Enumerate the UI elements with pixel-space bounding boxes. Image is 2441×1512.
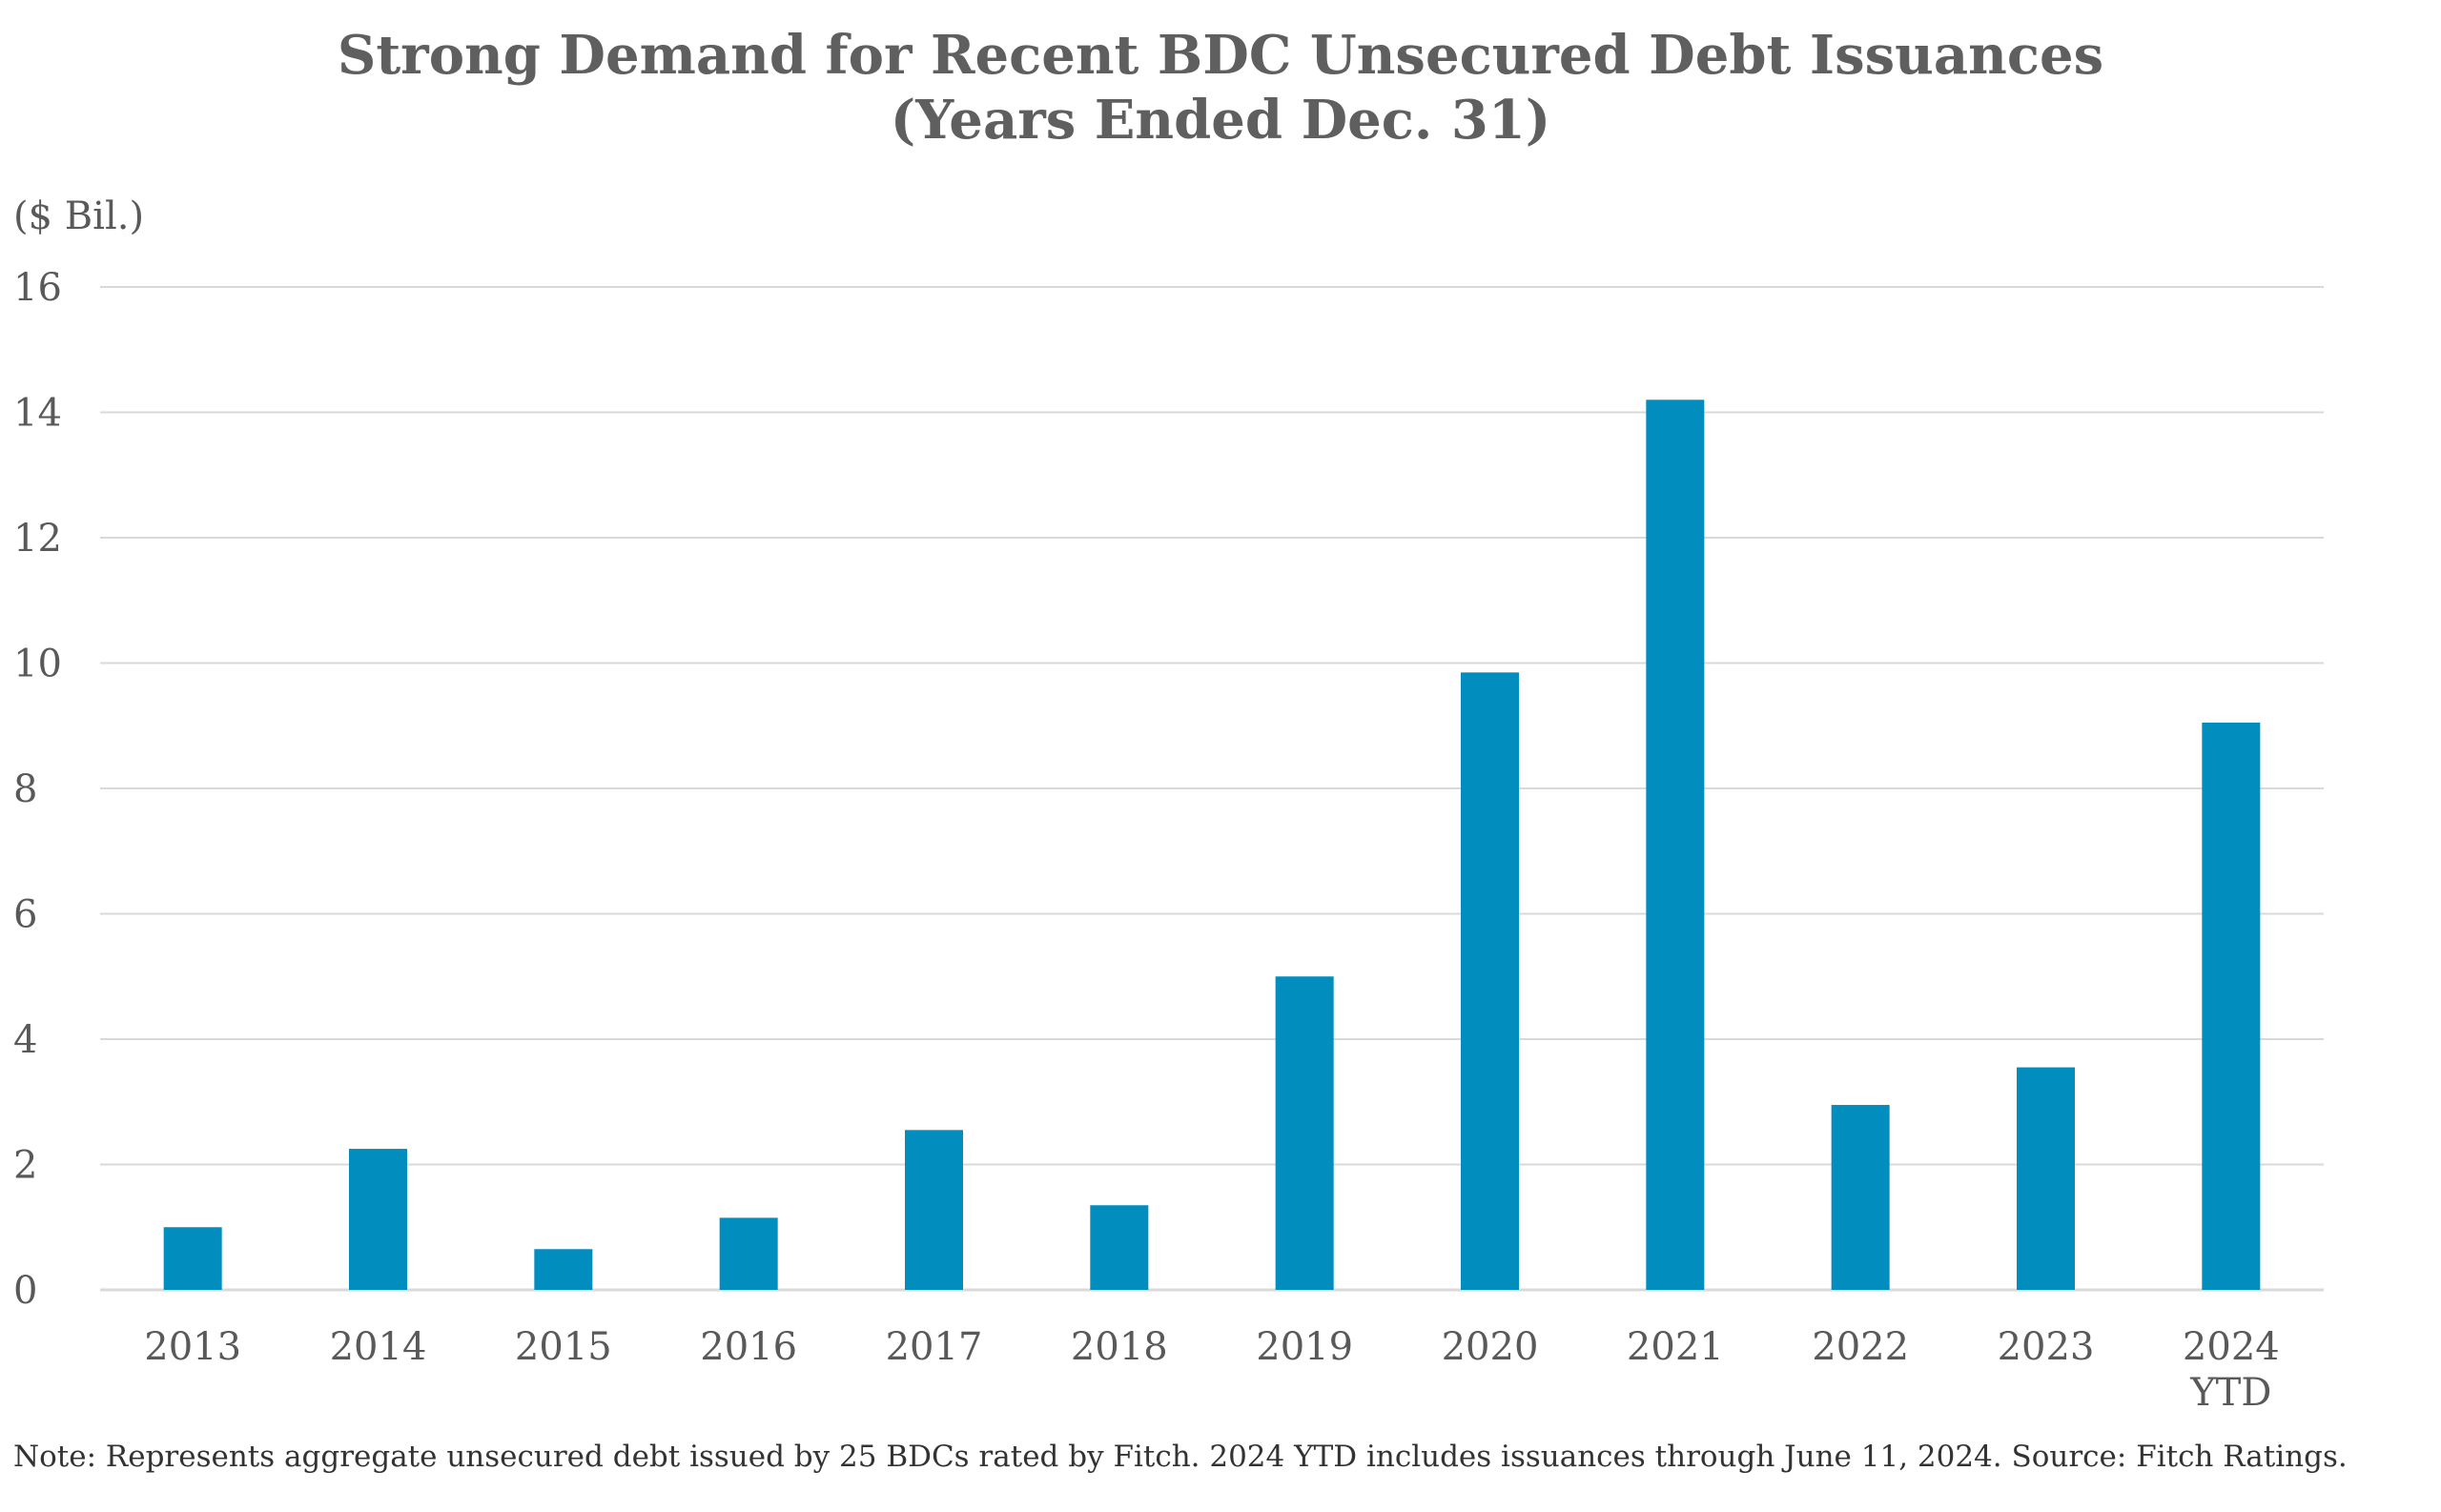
bars (163, 399, 2261, 1291)
bar (534, 1249, 593, 1290)
y-tick-label: 2 (13, 1144, 37, 1188)
x-tick-label: 2015 (515, 1325, 612, 1369)
bar (163, 1227, 222, 1290)
x-tick-label: 2014 (330, 1325, 427, 1369)
bar (1461, 672, 1519, 1290)
bar (905, 1130, 963, 1290)
chart-title: Strong Demand for Recent BDC Unsecured D… (337, 24, 2104, 87)
bar (349, 1149, 407, 1290)
x-tick-label: 2021 (1627, 1325, 1724, 1369)
y-tick-label: 4 (13, 1018, 37, 1062)
y-tick-label: 14 (13, 392, 62, 436)
y-axis-ticks: 0 2 4 6 8 10 12 14 16 (13, 266, 62, 1313)
bar (1646, 399, 1705, 1291)
y-axis-unit-label: ($ Bil.) (13, 194, 144, 238)
bar (1090, 1205, 1149, 1290)
y-tick-label: 0 (13, 1269, 37, 1313)
x-tick-label: 2019 (1256, 1325, 1353, 1369)
bar (1275, 976, 1334, 1290)
y-tick-label: 8 (13, 767, 37, 811)
gridlines (100, 286, 2324, 1292)
y-tick-label: 12 (13, 517, 62, 561)
x-tick-label: 2017 (886, 1325, 983, 1369)
x-tick-label: 2022 (1812, 1325, 1909, 1369)
x-tick-label: 2016 (700, 1325, 797, 1369)
x-tick-label: 2023 (1998, 1325, 2095, 1369)
chart-subtitle: (Years Ended Dec. 31) (890, 89, 1551, 152)
y-tick-label: 10 (13, 643, 62, 686)
y-tick-label: 6 (13, 893, 37, 937)
y-tick-label: 16 (13, 266, 62, 310)
bar (1831, 1105, 1890, 1290)
bar (2202, 722, 2261, 1290)
x-tick-label: 2018 (1071, 1325, 1168, 1369)
x-axis-ticks: 2013 2014 2015 2016 2017 2018 2019 2020 2021 2022… (144, 1325, 2279, 1415)
chart-note: Note: Represents aggregate unsecured deb… (13, 1440, 2348, 1474)
bar (2017, 1067, 2075, 1290)
x-tick-label: 2020 (1442, 1325, 1539, 1369)
bar (719, 1217, 778, 1290)
x-tick-label: 2013 (144, 1325, 241, 1369)
x-tick-label: 2024 YTD (2183, 1325, 2280, 1415)
chart-title-block: Strong Demand for Recent BDC Unsecured D… (0, 23, 2441, 153)
